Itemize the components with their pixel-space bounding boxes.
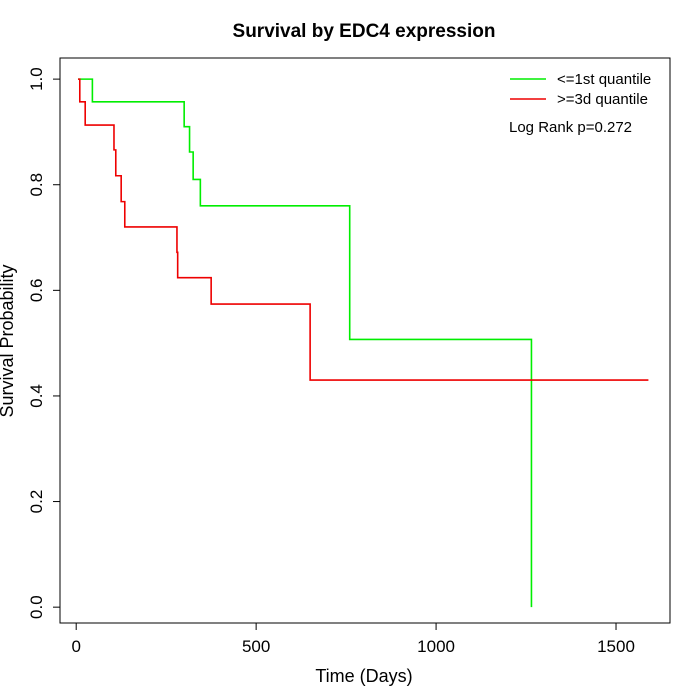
legend-label: >=3d quantile <box>557 91 648 108</box>
y-tick-label: 0.8 <box>27 173 46 197</box>
series-line-1 <box>77 78 649 381</box>
log-rank-annotation: Log Rank p=0.272 <box>509 119 632 136</box>
series-line-0 <box>77 78 533 608</box>
x-tick-label: 500 <box>242 637 270 656</box>
legend: <=1st quantile >=3d quantile <box>510 71 651 108</box>
x-tick-label: 1000 <box>417 637 455 656</box>
y-tick-label: 1.0 <box>27 67 46 91</box>
y-tick-label: 0.6 <box>27 279 46 303</box>
chart-title: Survival by EDC4 expression <box>233 21 496 42</box>
y-tick-label: 0.4 <box>27 384 46 408</box>
plot-frame <box>59 57 671 624</box>
x-axis: 0 500 1000 1500 <box>71 622 635 656</box>
x-tick-label: 0 <box>71 637 80 656</box>
y-axis-label: Survival Probability <box>0 264 17 417</box>
y-axis: 0.0 0.2 0.4 0.6 0.8 1.0 <box>27 67 61 619</box>
x-axis-label: Time (Days) <box>315 666 412 686</box>
x-tick-label: 1500 <box>597 637 635 656</box>
legend-label: <=1st quantile <box>557 71 651 88</box>
y-tick-label: 0.0 <box>27 595 46 619</box>
y-tick-label: 0.2 <box>27 490 46 514</box>
series-layer <box>77 78 649 608</box>
